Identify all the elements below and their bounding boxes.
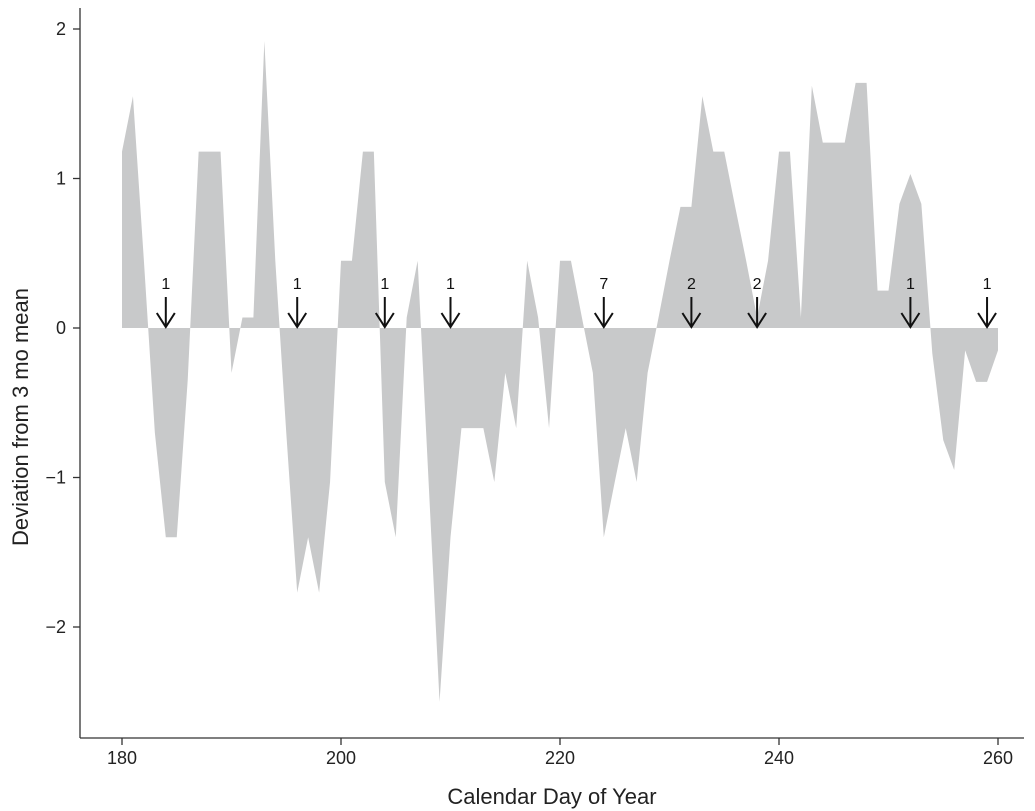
axes xyxy=(79,8,1024,739)
event-arrow-head xyxy=(900,312,921,329)
annotation-layer: 1 1 1 1 7 2 2 1 1 xyxy=(155,276,997,329)
y-tick-label: 0 xyxy=(56,318,66,338)
event-count-label: 1 xyxy=(983,276,992,293)
x-tick-label: 180 xyxy=(107,748,137,768)
event-arrow-head xyxy=(681,312,702,329)
y-tick-label: −2 xyxy=(45,617,66,637)
event-arrow-head xyxy=(977,312,997,329)
y-tick-label: 1 xyxy=(56,169,66,189)
event-arrow-head xyxy=(593,312,614,329)
event-arrow-head xyxy=(374,312,395,329)
event-arrow-head xyxy=(747,312,767,329)
area-layer xyxy=(122,40,998,702)
event-count-label: 2 xyxy=(753,276,762,293)
event-arrow-head xyxy=(287,312,308,329)
deviation-area xyxy=(122,40,998,702)
y-tick-label: −1 xyxy=(45,468,66,488)
x-axis-title: Calendar Day of Year xyxy=(447,784,656,809)
event-count-label: 7 xyxy=(599,276,608,293)
event-count-label: 1 xyxy=(293,276,302,293)
x-tick-label: 240 xyxy=(764,748,794,768)
event-count-label: 1 xyxy=(161,276,170,293)
y-axis-title: Deviation from 3 mo mean xyxy=(8,288,33,546)
event-count-label: 1 xyxy=(380,276,389,293)
event-count-label: 1 xyxy=(906,276,915,293)
x-tick-label: 200 xyxy=(326,748,356,768)
x-tick-label: 220 xyxy=(545,748,575,768)
event-arrow-head xyxy=(440,312,461,329)
x-tick-label: 260 xyxy=(983,748,1013,768)
event-arrow-head xyxy=(155,312,176,329)
event-count-label: 2 xyxy=(687,276,696,293)
event-count-label: 1 xyxy=(446,276,455,293)
y-tick-label: 2 xyxy=(56,19,66,39)
tick-layer: 180 200 220 240 260 −2 −1 0 1 2 xyxy=(45,19,1013,768)
